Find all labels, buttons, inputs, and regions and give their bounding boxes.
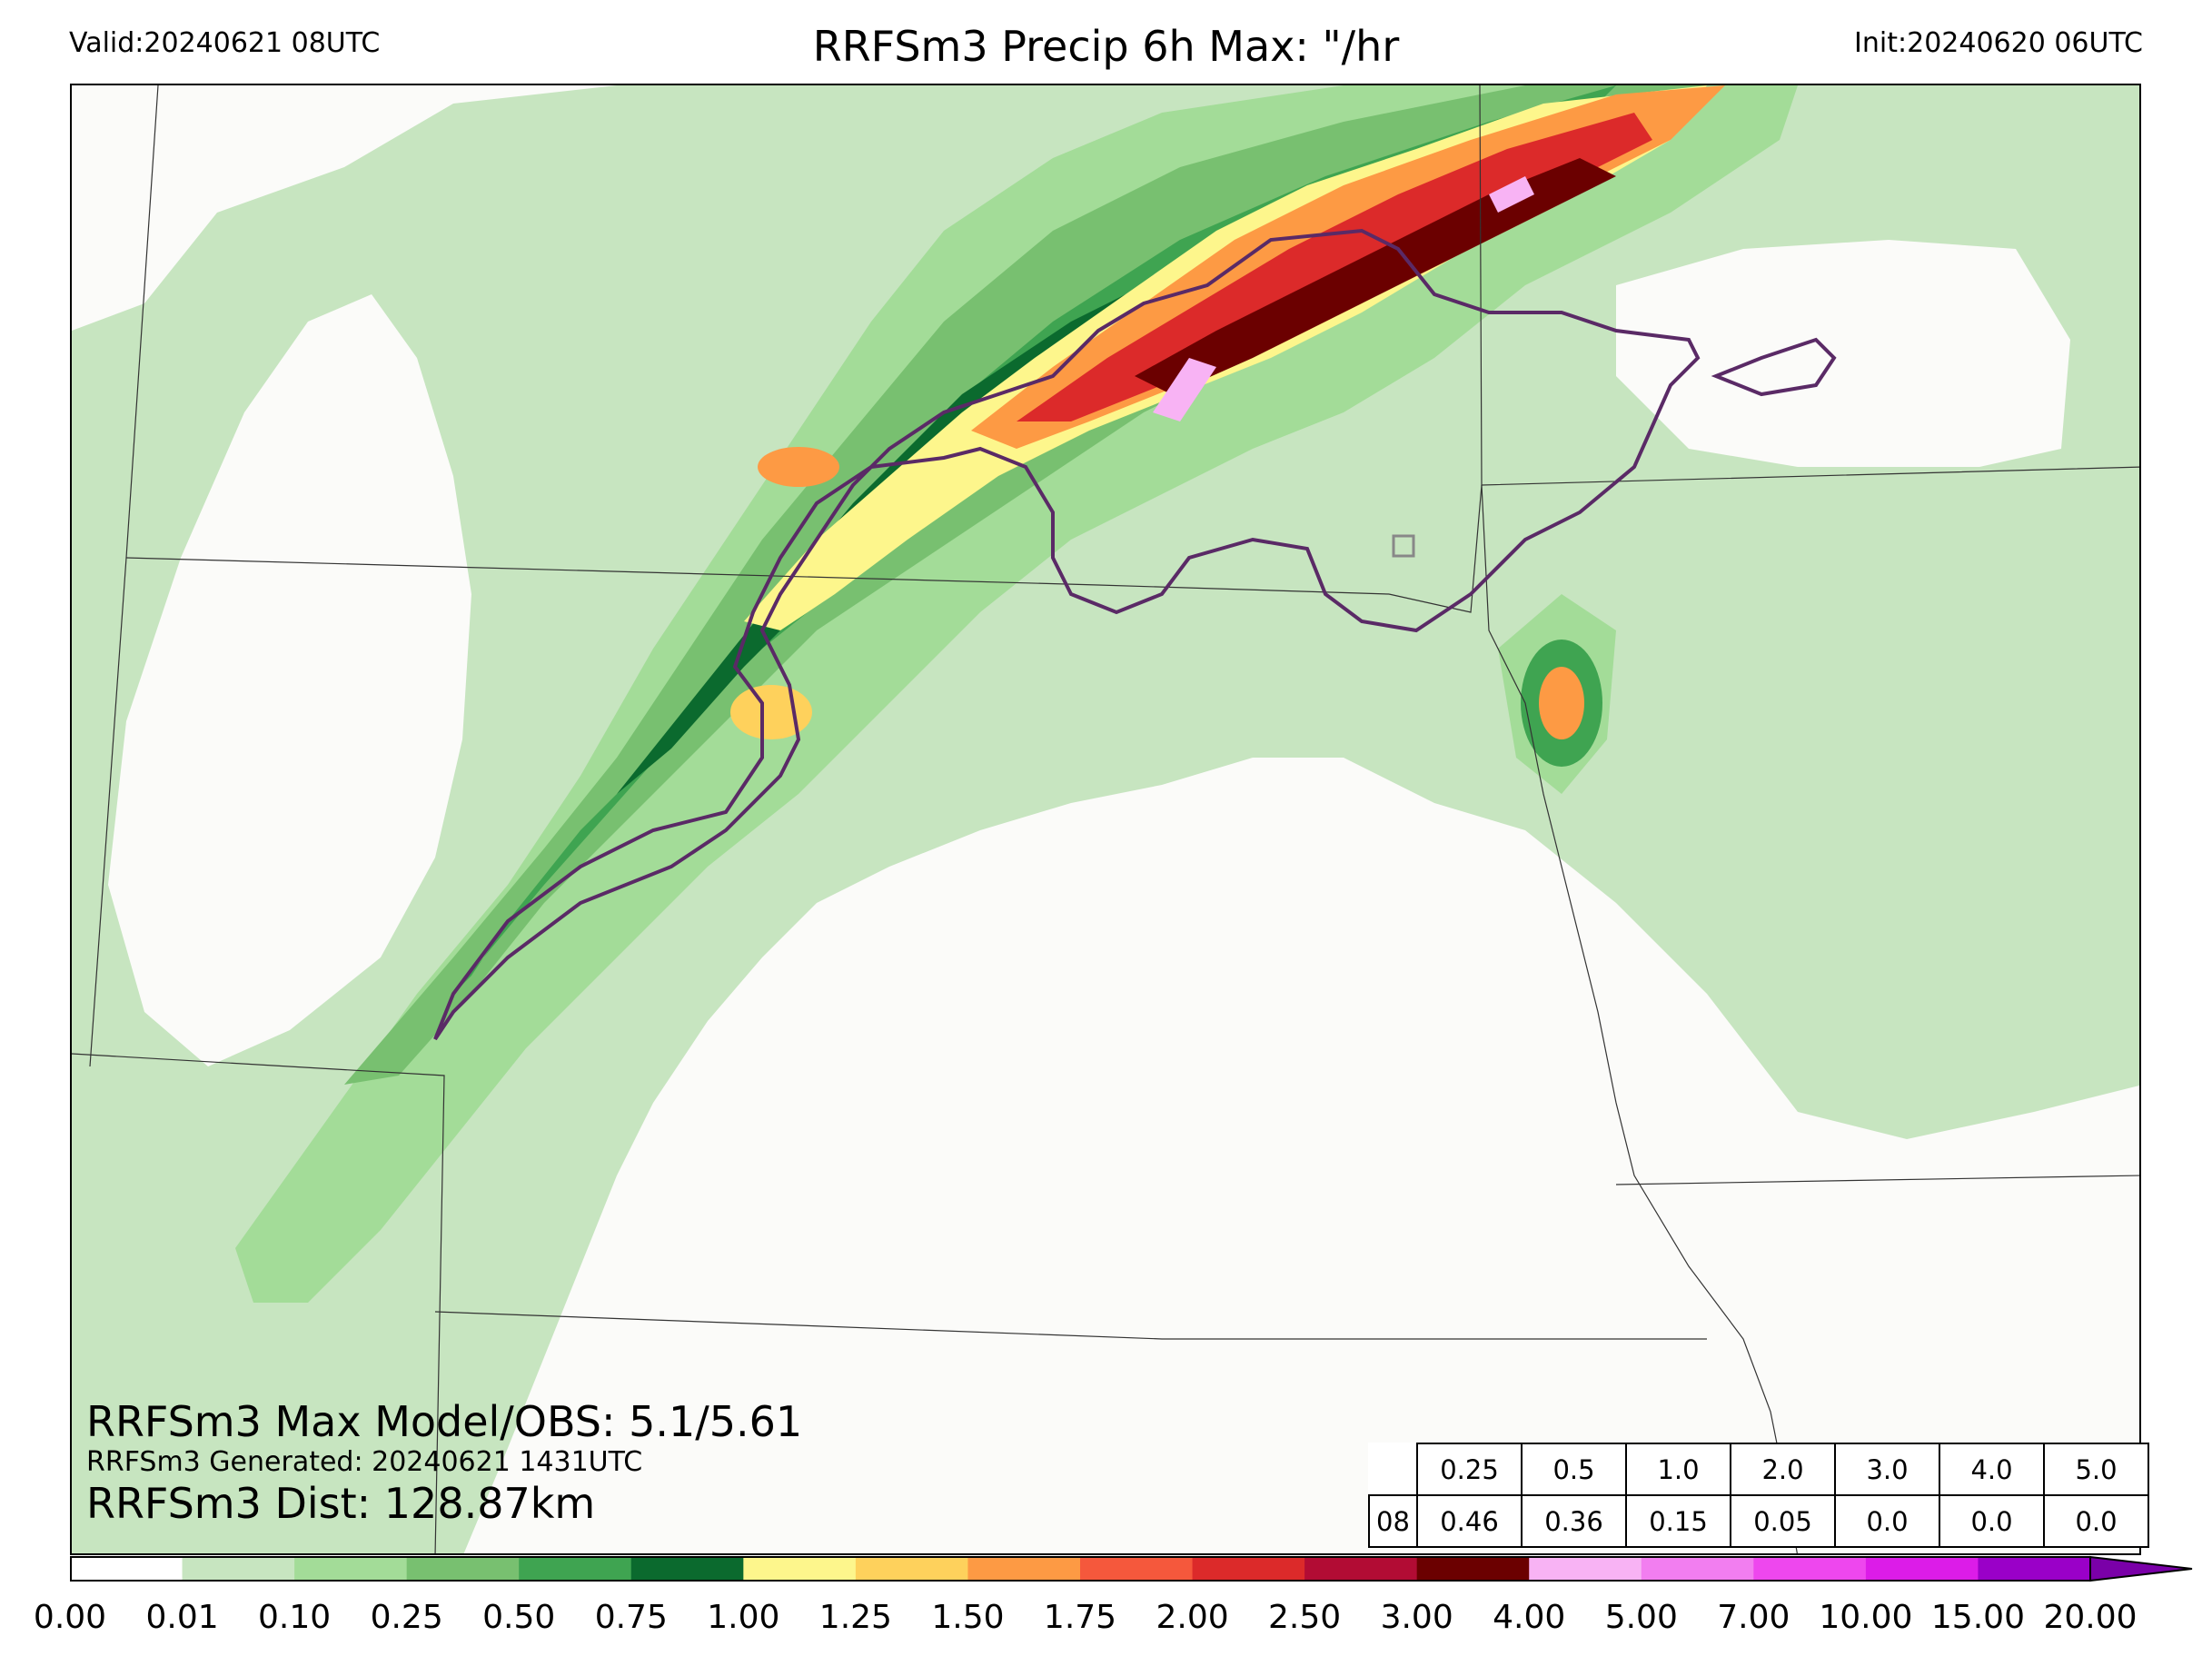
distance-label: RRFSm3 Dist: 128.87km: [86, 1479, 596, 1528]
threshold-cell: 1.0: [1625, 1443, 1731, 1496]
value-cell: 0.46: [1416, 1494, 1523, 1548]
colorbar-segment: [294, 1557, 408, 1581]
precip-cell: [730, 685, 812, 739]
init-time-label: Init:20240620 06UTC: [1854, 27, 2143, 59]
row-label-cell: 08: [1368, 1494, 1418, 1548]
colorbar-tick-label: 0.10: [258, 1599, 332, 1636]
threshold-cell: 0.5: [1521, 1443, 1627, 1496]
colorbar-segment: [855, 1557, 968, 1581]
threshold-cell: 3.0: [1834, 1443, 1940, 1496]
threshold-header-row: 0.25 0.5 1.0 2.0 3.0 4.0 5.0: [1369, 1443, 2149, 1496]
threshold-cell: 4.0: [1939, 1443, 2045, 1496]
value-cell: 0.0: [1834, 1494, 1940, 1548]
station-marker: [1392, 534, 1415, 558]
threshold-cell: 5.0: [2043, 1443, 2149, 1496]
colorbar-tick-label: 0.50: [482, 1599, 556, 1636]
valid-time-label: Valid:20240621 08UTC: [69, 27, 381, 59]
value-cell: 0.0: [1939, 1494, 2045, 1548]
colorbar-segment: [1080, 1557, 1194, 1581]
colorbar-tick-label: 5.00: [1604, 1599, 1678, 1636]
precip-gap-area: [108, 294, 471, 1066]
colorbar-tick-label: 0.01: [145, 1599, 219, 1636]
colorbar: [70, 1555, 2193, 1582]
colorbar-tick-label: 2.50: [1268, 1599, 1342, 1636]
map-title: RRFSm3 Precip 6h Max: "/hr: [812, 22, 1400, 71]
colorbar-tick-label: 0.25: [370, 1599, 443, 1636]
colorbar-tick-label: 1.50: [931, 1599, 1005, 1636]
colorbar-tick-label: 7.00: [1717, 1599, 1790, 1636]
precip-map: [70, 84, 2141, 1555]
value-cell: 0.36: [1521, 1494, 1627, 1548]
precip-field-pink: [1489, 176, 1534, 213]
threshold-cell: 0.25: [1416, 1443, 1523, 1496]
generated-time-label: RRFSm3 Generated: 20240621 1431UTC: [86, 1446, 643, 1478]
precip-cell: [1539, 667, 1584, 739]
threshold-cell: 2.0: [1730, 1443, 1836, 1496]
colorbar-tick-label: 4.00: [1493, 1599, 1566, 1636]
colorbar-segment: [1192, 1557, 1305, 1581]
state-borders: [72, 85, 2139, 1553]
precip-field-dark: [344, 85, 1707, 1085]
precip-field-pink: [1153, 358, 1216, 421]
colorbar-tick-label: 15.00: [1930, 1599, 2025, 1636]
precip-cell: [758, 447, 839, 487]
colorbar-segment: [182, 1557, 295, 1581]
value-cell: 0.05: [1730, 1494, 1836, 1548]
max-model-obs-label: RRFSm3 Max Model/OBS: 5.1/5.61: [86, 1397, 803, 1446]
threshold-value-row: 08 0.46 0.36 0.15 0.05 0.0 0.0 0.0: [1368, 1494, 2149, 1548]
value-cell: 0.15: [1625, 1494, 1731, 1548]
colorbar-segment: [1753, 1557, 1867, 1581]
threshold-stats-table: 0.25 0.5 1.0 2.0 3.0 4.0 5.0 08 0.46 0.3…: [1368, 1443, 2149, 1548]
colorbar-tick-label: 1.25: [818, 1599, 892, 1636]
colorbar-segment: [406, 1557, 520, 1581]
colorbar-segment: [1978, 1557, 2091, 1581]
colorbar-segment: [1529, 1557, 1642, 1581]
colorbar-segment: [630, 1557, 744, 1581]
precip-field-red: [1017, 113, 1652, 421]
colorbar-segment: [1416, 1557, 1530, 1581]
colorbar-extend-arrow: [2089, 1555, 2193, 1582]
precip-field-light: [72, 85, 2139, 1553]
colorbar-tick-label: 2.00: [1156, 1599, 1229, 1636]
colorbar-tick-label: 1.00: [707, 1599, 780, 1636]
colorbar-tick-label: 0.00: [33, 1599, 107, 1636]
observed-precip-outline: [1711, 337, 1837, 397]
precip-gap-area: [1616, 240, 2070, 467]
colorbar-segment: [1865, 1557, 1979, 1581]
colorbar-tick-label: 0.75: [594, 1599, 668, 1636]
value-cell: 0.0: [2043, 1494, 2149, 1548]
precip-map-canvas: [72, 85, 2139, 1553]
colorbar-segment: [1641, 1557, 1754, 1581]
colorbar-segment: [743, 1557, 857, 1581]
colorbar-tick-label: 10.00: [1819, 1599, 1913, 1636]
colorbar-tick-label: 20.00: [2043, 1599, 2138, 1636]
precip-field-darkred: [1135, 158, 1616, 394]
colorbar-border: [70, 1556, 2091, 1582]
colorbar-segment: [967, 1557, 1081, 1581]
colorbar-segment: [70, 1557, 184, 1581]
colorbar-segment: [1304, 1557, 1418, 1581]
colorbar-tick-label: 1.75: [1043, 1599, 1117, 1636]
observed-precip-outline: [433, 228, 1701, 1041]
colorbar-segment: [519, 1557, 632, 1581]
table-corner: [1369, 1443, 1417, 1495]
colorbar-tick-label: 3.00: [1380, 1599, 1453, 1636]
